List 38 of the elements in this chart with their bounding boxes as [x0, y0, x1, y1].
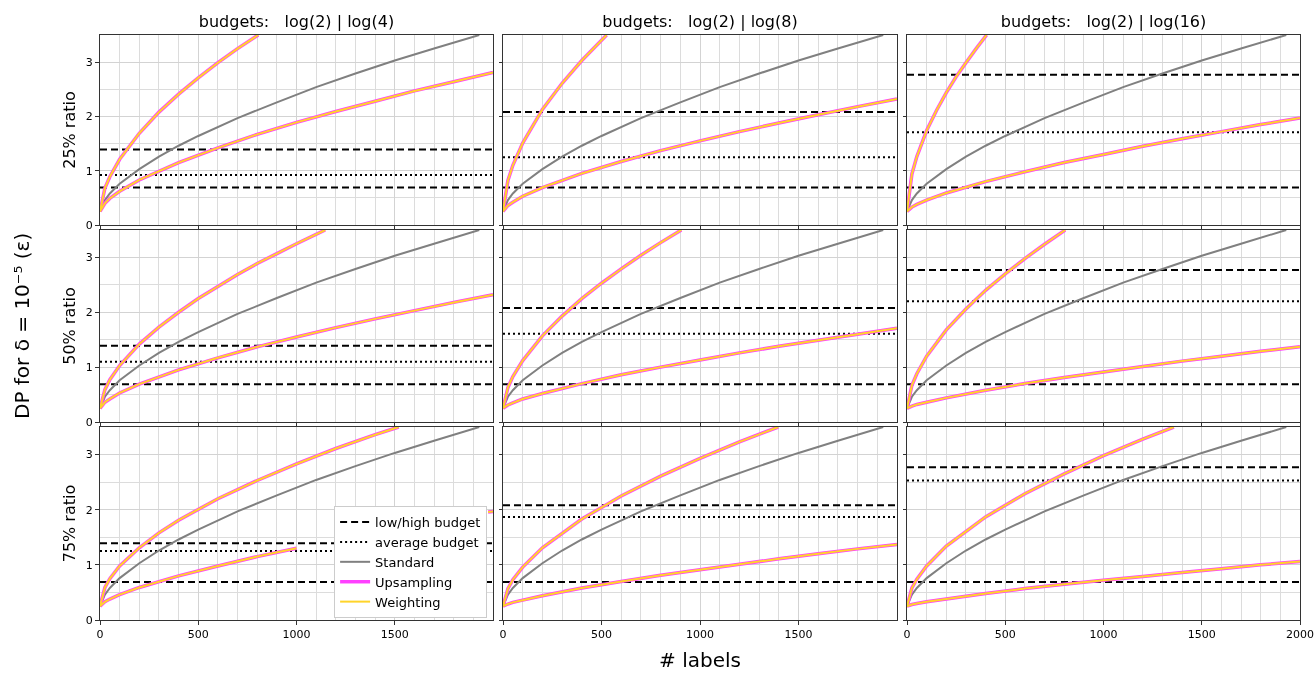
- y-tick-label: 2: [85, 110, 93, 124]
- x-tick-label: 0: [96, 628, 104, 642]
- y-axis-title: 50% ratio: [59, 287, 79, 365]
- y-tick-label: 2: [85, 306, 93, 320]
- legend-label: Weighting: [375, 594, 441, 610]
- y-tick-label: 0: [85, 218, 93, 232]
- y-axis-title: 25% ratio: [59, 91, 79, 169]
- x-tick-label: 1000: [1089, 628, 1118, 642]
- x-tick-label: 500: [591, 628, 612, 642]
- x-tick-label: 2000: [1286, 628, 1314, 642]
- y-tick-label: 3: [85, 251, 93, 265]
- chart-title: budgets: log(2) | log(8): [602, 12, 798, 31]
- x-tick-label: 1500: [784, 628, 813, 642]
- ref-line-label: average budget: [375, 534, 479, 550]
- y-tick-label: 1: [85, 558, 93, 572]
- x-axis-title: # labels: [659, 647, 741, 672]
- x-tick-label: 0: [903, 628, 911, 642]
- x-tick-label: 1500: [1187, 628, 1216, 642]
- y-axis-title: 75% ratio: [59, 484, 79, 563]
- x-tick-label: 1500: [380, 628, 409, 642]
- y-tick-label: 0: [85, 613, 93, 627]
- y-tick-label: 1: [85, 360, 93, 374]
- x-tick-label: 500: [994, 628, 1016, 642]
- x-tick-label: 0: [499, 628, 507, 642]
- legend-label: Standard: [375, 554, 435, 570]
- chart-title: budgets: log(2) | log(4): [198, 12, 395, 31]
- y-tick-label: 2: [85, 503, 93, 517]
- chart-title: budgets: log(2) | log(16): [1000, 12, 1207, 31]
- x-tick-label: 1000: [282, 628, 311, 642]
- y-tick-label: 3: [85, 55, 93, 69]
- x-tick-label: 500: [187, 628, 209, 642]
- y-tick-label: 3: [85, 448, 93, 462]
- y-tick-label: 0: [85, 415, 93, 429]
- x-tick-label: 1000: [686, 628, 714, 642]
- text: DP for δ = 10⁻⁵ (ε): [10, 232, 34, 419]
- legend-label: Upsampling: [375, 574, 453, 590]
- legend-label: low/high budget: [375, 515, 481, 531]
- y-tick-label: 1: [85, 164, 93, 178]
